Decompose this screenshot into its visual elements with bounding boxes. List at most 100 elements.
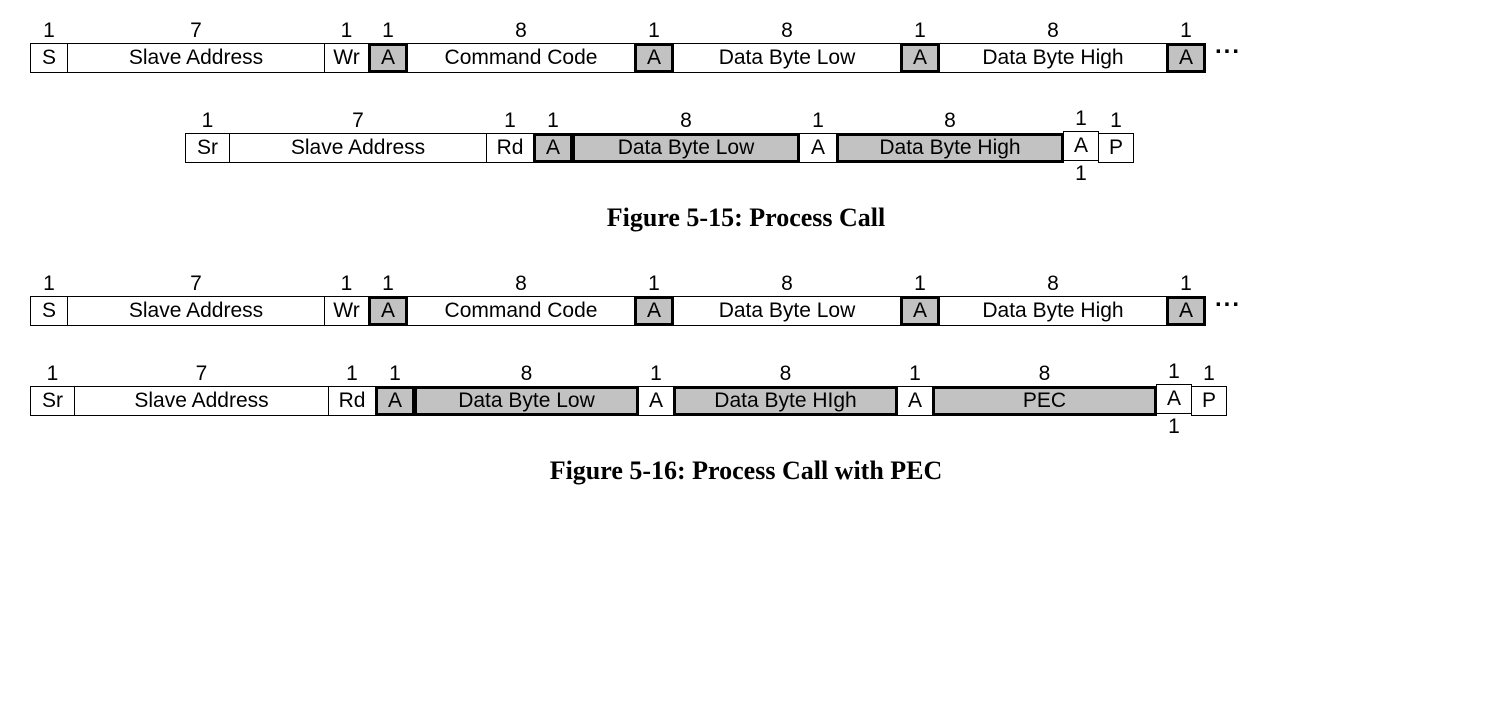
field-wrapper: 1Rd [328, 363, 376, 438]
field-cell: A [1063, 131, 1099, 161]
figure-caption: Figure 5-16: Process Call with PEC [30, 456, 1462, 486]
field-wrapper: 1A [634, 20, 674, 73]
field-wrapper: 8Data Byte Low [673, 273, 901, 326]
field-cell: A [368, 43, 408, 73]
field-cell: A [634, 43, 674, 73]
field-cell: A [368, 296, 408, 326]
field-wrapper: 7Slave Address [67, 20, 325, 73]
field-cell: Data Byte Low [673, 43, 901, 73]
bit-count-label: 8 [1047, 20, 1059, 43]
bit-count-label: 1 [648, 273, 660, 296]
field-wrapper: 1P [1098, 110, 1134, 185]
field-wrapper: 8Data Byte High [939, 20, 1167, 73]
bit-count-label: 1 [650, 363, 662, 386]
bit-count-label: 8 [944, 110, 956, 133]
figure-caption: Figure 5-15: Process Call [30, 203, 1462, 233]
field-wrapper: 7Slave Address [67, 273, 325, 326]
packet-row: 1S7Slave Address1Wr1A8Command Code1A8Dat… [30, 273, 1462, 326]
field-wrapper: 1A [375, 363, 415, 438]
field-cell: Sr [185, 133, 230, 163]
bit-count-label: 1 [382, 20, 394, 43]
bit-count-label: 7 [190, 20, 202, 43]
field-wrapper: 1A [897, 363, 933, 438]
field-cell: PEC [932, 386, 1157, 416]
bit-count-label: 8 [780, 363, 792, 386]
bit-count-label: 1 [914, 20, 926, 43]
bit-count-label: 1 [43, 20, 55, 43]
diagram-root: 1S7Slave Address1Wr1A8Command Code1A8Dat… [30, 20, 1462, 486]
bit-count-label: 1 [1203, 363, 1215, 386]
bit-count-label: 1 [43, 273, 55, 296]
field-wrapper: 8Data Byte High [939, 273, 1167, 326]
bit-count-label: 1 [202, 110, 214, 133]
bit-count-label: 1 [914, 273, 926, 296]
field-wrapper: 1A1 [1156, 361, 1192, 438]
field-cell: Data Byte Low [673, 296, 901, 326]
bit-count-label: 8 [1039, 363, 1051, 386]
ellipsis: ... [1205, 32, 1241, 62]
bit-count-label: 8 [781, 273, 793, 296]
bit-count-label: 1 [1168, 361, 1180, 384]
field-cell: Data Byte High [939, 43, 1167, 73]
field-cell: Slave Address [74, 386, 329, 416]
field-cell: A [1166, 43, 1206, 73]
field-wrapper: 8Data Byte Low [572, 110, 800, 185]
bit-count-label: 1 [547, 110, 559, 133]
field-wrapper: 1A [1166, 273, 1206, 326]
field-cell: A [375, 386, 415, 416]
field-cell: Slave Address [229, 133, 487, 163]
bit-count-label: 1 [341, 20, 353, 43]
bit-count-label: 1 [1180, 273, 1192, 296]
bit-count-label: 1 [812, 110, 824, 133]
field-cell: S [30, 43, 68, 73]
ellipsis: ... [1205, 285, 1241, 315]
field-wrapper: 1Wr [324, 20, 369, 73]
bit-count-label: 8 [680, 110, 692, 133]
bit-count-label: 1 [389, 363, 401, 386]
field-cell: P [1098, 133, 1134, 163]
field-cell: A [638, 386, 674, 416]
bit-count-label: 1 [1180, 20, 1192, 43]
field-cell: Command Code [407, 43, 635, 73]
packet-row: 1Sr7Slave Address1Rd1A8Data Byte Low1A8D… [30, 361, 1462, 438]
bit-count-label: 8 [1047, 273, 1059, 296]
field-cell: S [30, 296, 68, 326]
field-wrapper: 1A [1166, 20, 1206, 73]
field-wrapper: 1A [368, 20, 408, 73]
field-wrapper: 1Sr [185, 110, 230, 185]
packet-row: 1Sr7Slave Address1Rd1A8Data Byte Low1A8D… [30, 108, 1462, 185]
field-wrapper: 1A [638, 363, 674, 438]
field-wrapper: 1S [30, 20, 68, 73]
field-cell: Data Byte HIgh [673, 386, 898, 416]
field-wrapper: 1Wr [324, 273, 369, 326]
bit-count-label: 1 [346, 363, 358, 386]
field-wrapper: 8Data Byte High [836, 110, 1064, 185]
field-wrapper: 1A [900, 20, 940, 73]
field-wrapper: 7Slave Address [229, 110, 487, 185]
field-cell: Rd [486, 133, 534, 163]
bit-count-label: 8 [521, 363, 533, 386]
field-cell: A [533, 133, 573, 163]
field-cell: Wr [324, 296, 369, 326]
field-cell: Data Byte Low [572, 133, 800, 163]
field-wrapper: 1A [634, 273, 674, 326]
field-cell: Slave Address [67, 296, 325, 326]
bit-count-label: 1 [648, 20, 660, 43]
bit-count-label: 7 [196, 363, 208, 386]
field-wrapper: 8PEC [932, 363, 1157, 438]
field-wrapper: 1A [799, 110, 837, 185]
bit-count-label: 1 [341, 273, 353, 296]
field-wrapper: 8Data Byte Low [673, 20, 901, 73]
field-wrapper: 1A [368, 273, 408, 326]
field-cell: A [1156, 384, 1192, 414]
bit-count-label: 1 [47, 363, 59, 386]
bit-count-label: 7 [190, 273, 202, 296]
field-cell: A [900, 43, 940, 73]
field-cell: A [799, 133, 837, 163]
field-wrapper: 8Command Code [407, 273, 635, 326]
field-cell: Sr [30, 386, 75, 416]
field-wrapper: 8Data Byte HIgh [673, 363, 898, 438]
packet-row: 1S7Slave Address1Wr1A8Command Code1A8Dat… [30, 20, 1462, 73]
field-cell: Data Byte High [939, 296, 1167, 326]
field-cell: A [897, 386, 933, 416]
